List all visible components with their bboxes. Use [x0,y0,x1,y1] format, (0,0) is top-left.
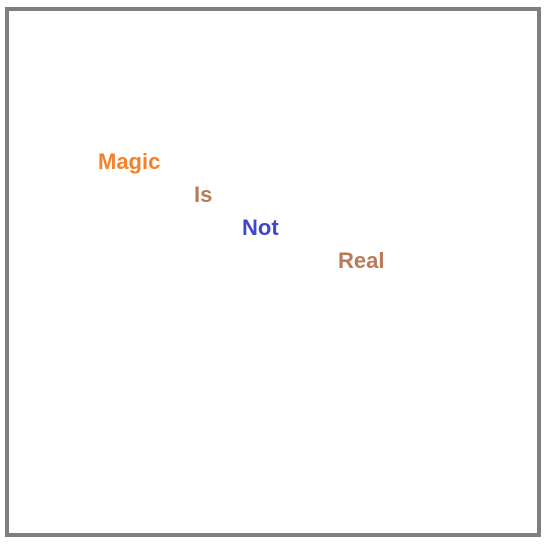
word-magic: Magic [98,149,161,174]
word-real: Real [338,248,385,273]
word-not: Not [242,215,279,240]
canvas-frame: Magic Is Not Real [5,7,541,537]
word-is: Is [194,182,213,207]
